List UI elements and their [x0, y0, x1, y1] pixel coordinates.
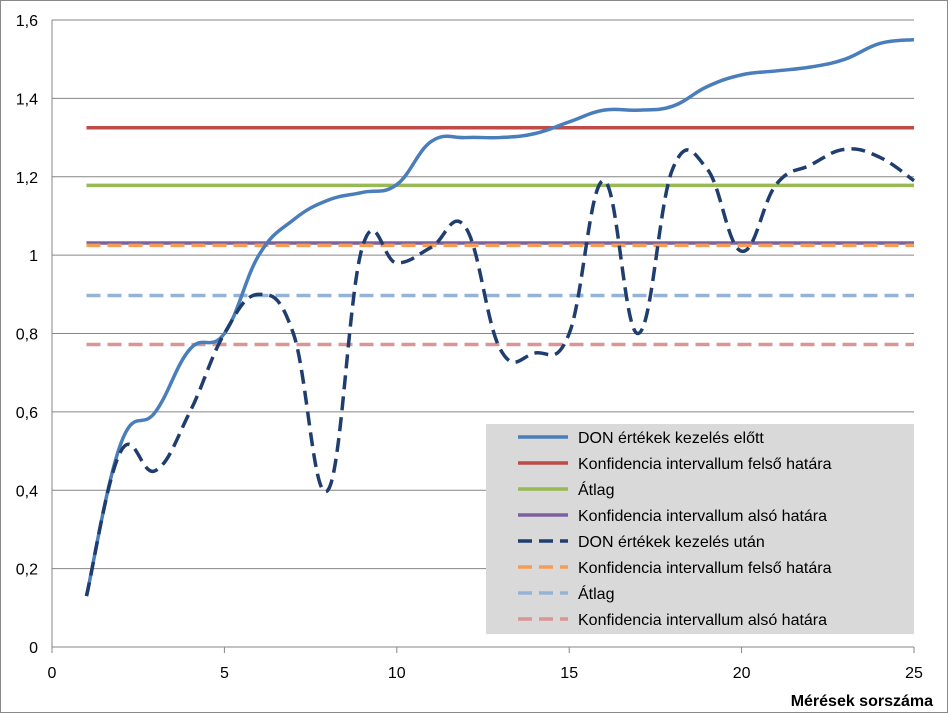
- y-tick-label: 0,6: [16, 405, 38, 422]
- legend-label: Konfidencia intervallum felső határa: [578, 456, 832, 473]
- y-tick-label: 0,2: [16, 562, 38, 579]
- legend-label: Konfidencia intervallum alsó határa: [578, 612, 827, 629]
- series: [84, 37, 916, 597]
- y-tick-label: 0: [29, 640, 38, 657]
- legend-label: Átlag: [578, 480, 614, 499]
- axes: 0 0,2 0,4 0,6 0,8 1 1,2 1,4 1,6 0 5 10 15 20 25: [16, 13, 923, 682]
- legend-label: DON értékek kezelés előtt: [578, 430, 764, 447]
- legend-box: [486, 424, 914, 634]
- x-axis-title: Mérések sorszáma: [791, 693, 933, 710]
- series-line-5: [84, 147, 916, 597]
- y-tick-label: 1: [29, 248, 38, 265]
- series-line-1: [84, 37, 915, 597]
- x-tick-label: 20: [733, 665, 751, 682]
- y-tick-label: 0,4: [16, 483, 38, 500]
- legend-label: DON értékek kezelés után: [578, 534, 765, 551]
- y-tick-label: 1,4: [16, 91, 38, 108]
- y-tick-label: 1,6: [16, 13, 38, 30]
- x-tick-label: 25: [905, 665, 923, 682]
- x-tick-label: 15: [560, 665, 578, 682]
- legend-label: Konfidencia intervallum alsó határa: [578, 508, 827, 525]
- legend-label: Konfidencia intervallum felső határa: [578, 560, 832, 577]
- legend: DON értékek kezelés előtt Konfidencia int…: [486, 424, 914, 634]
- x-tick-label: 10: [388, 665, 406, 682]
- legend-label: Átlag: [578, 584, 614, 603]
- x-tick-label: 0: [48, 665, 57, 682]
- y-tick-label: 1,2: [16, 170, 38, 187]
- y-tick-label: 0,8: [16, 327, 38, 344]
- x-tick-label: 5: [220, 665, 229, 682]
